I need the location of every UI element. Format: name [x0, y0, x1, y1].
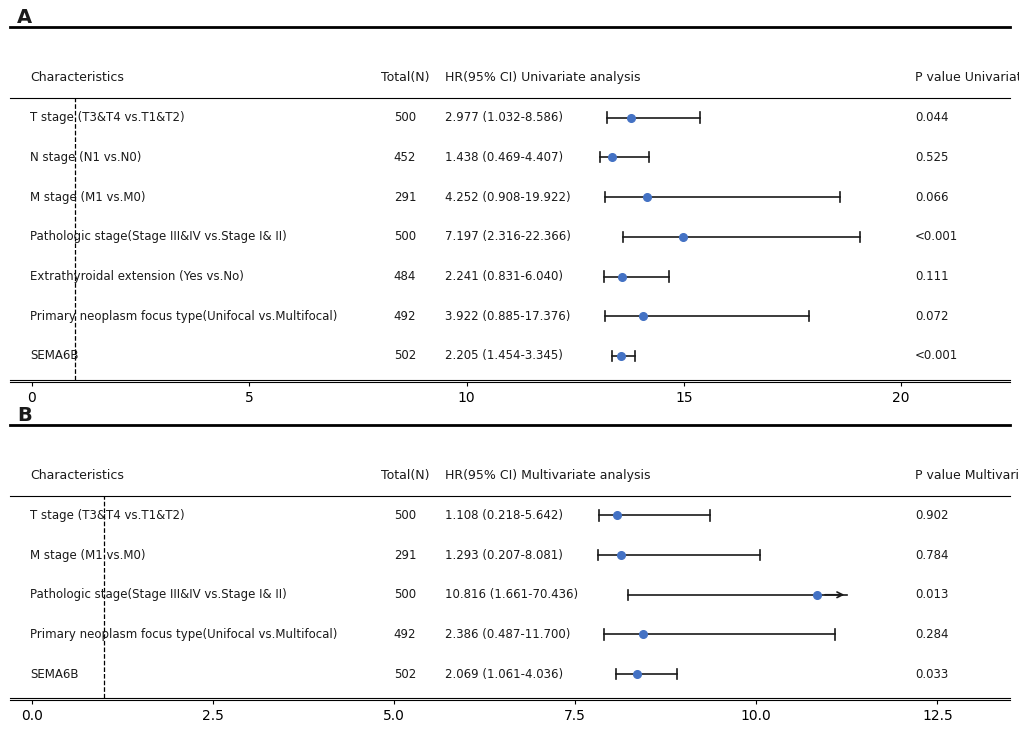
- Text: Extrathyroidal extension (Yes vs.No): Extrathyroidal extension (Yes vs.No): [31, 270, 244, 283]
- Text: 500: 500: [393, 230, 416, 243]
- Text: 0.033: 0.033: [914, 668, 947, 680]
- Text: 10.816 (1.661-70.436): 10.816 (1.661-70.436): [444, 588, 578, 601]
- Text: 3.922 (0.885-17.376): 3.922 (0.885-17.376): [444, 309, 570, 323]
- Text: Characteristics: Characteristics: [31, 469, 124, 482]
- Text: 1.293 (0.207-8.081): 1.293 (0.207-8.081): [444, 548, 562, 562]
- Text: 0.072: 0.072: [914, 309, 948, 323]
- Text: Total(N): Total(N): [380, 469, 429, 482]
- Text: 2.205 (1.454-3.345): 2.205 (1.454-3.345): [444, 349, 562, 363]
- Text: 492: 492: [393, 309, 416, 323]
- Text: 0.784: 0.784: [914, 548, 948, 562]
- Text: P value Multivariate analysis: P value Multivariate analysis: [914, 469, 1019, 482]
- Text: 7.197 (2.316-22.366): 7.197 (2.316-22.366): [444, 230, 571, 243]
- Text: 4.252 (0.908-19.922): 4.252 (0.908-19.922): [444, 191, 570, 203]
- Text: Total(N): Total(N): [380, 71, 429, 85]
- Text: 0.525: 0.525: [914, 151, 948, 164]
- Text: 502: 502: [393, 668, 416, 680]
- Text: 0.066: 0.066: [914, 191, 948, 203]
- Text: 500: 500: [393, 111, 416, 124]
- Text: HR(95% CI) Univariate analysis: HR(95% CI) Univariate analysis: [444, 71, 640, 85]
- Text: Pathologic stage(Stage III&IV vs.Stage I& II): Pathologic stage(Stage III&IV vs.Stage I…: [31, 588, 286, 601]
- Text: 2.386 (0.487-11.700): 2.386 (0.487-11.700): [444, 628, 570, 641]
- Text: 492: 492: [393, 628, 416, 641]
- Text: 2.241 (0.831-6.040): 2.241 (0.831-6.040): [444, 270, 562, 283]
- Text: 0.284: 0.284: [914, 628, 948, 641]
- Text: 1.438 (0.469-4.407): 1.438 (0.469-4.407): [444, 151, 562, 164]
- Text: 484: 484: [393, 270, 416, 283]
- Text: Characteristics: Characteristics: [31, 71, 124, 85]
- Text: N stage (N1 vs.N0): N stage (N1 vs.N0): [31, 151, 142, 164]
- Text: 500: 500: [393, 509, 416, 522]
- Text: 452: 452: [393, 151, 416, 164]
- Text: 1.108 (0.218-5.642): 1.108 (0.218-5.642): [444, 509, 562, 522]
- Text: Primary neoplasm focus type(Unifocal vs.Multifocal): Primary neoplasm focus type(Unifocal vs.…: [31, 628, 337, 641]
- Text: 2.977 (1.032-8.586): 2.977 (1.032-8.586): [444, 111, 562, 124]
- Text: T stage (T3&T4 vs.T1&T2): T stage (T3&T4 vs.T1&T2): [31, 509, 184, 522]
- Text: 502: 502: [393, 349, 416, 363]
- Text: M stage (M1 vs.M0): M stage (M1 vs.M0): [31, 548, 146, 562]
- Text: M stage (M1 vs.M0): M stage (M1 vs.M0): [31, 191, 146, 203]
- Text: 0.044: 0.044: [914, 111, 948, 124]
- Text: SEMA6B: SEMA6B: [31, 668, 78, 680]
- Text: B: B: [16, 406, 32, 425]
- Text: SEMA6B: SEMA6B: [31, 349, 78, 363]
- Text: <0.001: <0.001: [914, 230, 957, 243]
- Text: 0.013: 0.013: [914, 588, 948, 601]
- Text: Pathologic stage(Stage III&IV vs.Stage I& II): Pathologic stage(Stage III&IV vs.Stage I…: [31, 230, 286, 243]
- Text: HR(95% CI) Multivariate analysis: HR(95% CI) Multivariate analysis: [444, 469, 650, 482]
- Text: 291: 291: [393, 191, 416, 203]
- Text: <0.001: <0.001: [914, 349, 957, 363]
- Text: T stage (T3&T4 vs.T1&T2): T stage (T3&T4 vs.T1&T2): [31, 111, 184, 124]
- Text: 2.069 (1.061-4.036): 2.069 (1.061-4.036): [444, 668, 562, 680]
- Text: P value Univariate analysis: P value Univariate analysis: [914, 71, 1019, 85]
- Text: A: A: [16, 8, 32, 27]
- Text: 0.111: 0.111: [914, 270, 948, 283]
- Text: 291: 291: [393, 548, 416, 562]
- Text: 0.902: 0.902: [914, 509, 948, 522]
- Text: 500: 500: [393, 588, 416, 601]
- Text: Primary neoplasm focus type(Unifocal vs.Multifocal): Primary neoplasm focus type(Unifocal vs.…: [31, 309, 337, 323]
